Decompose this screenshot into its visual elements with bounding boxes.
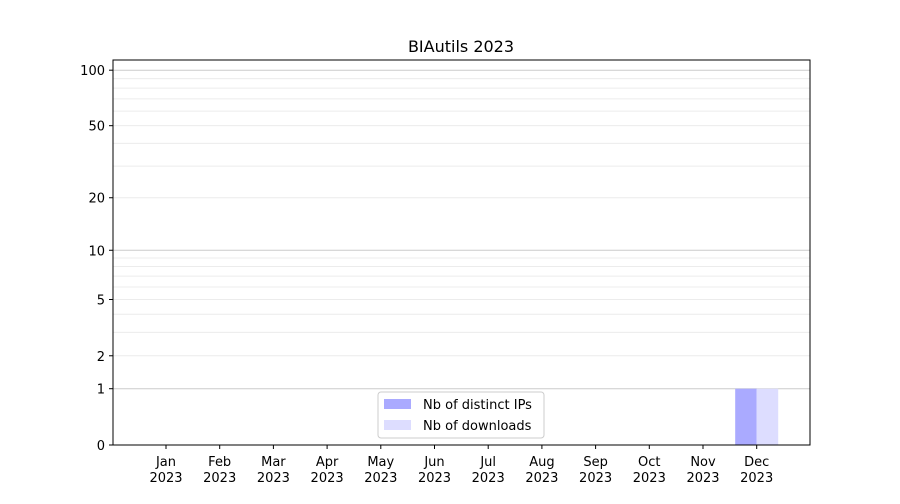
y-tick-label: 50 — [88, 120, 105, 135]
x-tick-label: 2023 — [525, 471, 558, 486]
legend — [377, 391, 545, 439]
legend-label: Nb of downloads — [423, 419, 532, 434]
x-tick-label: 2023 — [579, 471, 612, 486]
x-tick-label: Jul — [479, 455, 496, 470]
y-tick-label: 5 — [97, 293, 105, 308]
x-tick-label: Jan — [155, 455, 176, 470]
bar — [756, 388, 779, 445]
x-tick-label: 2023 — [472, 471, 505, 486]
x-tick-label: Feb — [208, 455, 231, 470]
x-tick-label: Mar — [261, 455, 286, 470]
legend-swatch — [384, 420, 411, 430]
x-tick-label: Apr — [316, 455, 339, 470]
x-tick-label: Aug — [529, 455, 554, 470]
x-tick-label: 2023 — [257, 471, 290, 486]
y-tick-label: 1 — [97, 383, 105, 398]
bar — [735, 388, 757, 445]
y-tick-label: 0 — [97, 439, 105, 454]
legend-swatch — [384, 399, 411, 409]
y-tick-label: 100 — [80, 64, 105, 79]
x-tick-label: 2023 — [686, 471, 719, 486]
x-tick-label: 2023 — [364, 471, 397, 486]
x-tick-label: 2023 — [633, 471, 666, 486]
chart-title: BIAutils 2023 — [408, 37, 514, 56]
x-tick-label: Nov — [690, 455, 716, 470]
x-tick-label: 2023 — [740, 471, 773, 486]
x-tick-label: Sep — [583, 455, 608, 470]
legend-label: Nb of distinct IPs — [423, 398, 532, 413]
x-tick-label: 2023 — [311, 471, 344, 486]
plot-frame — [112, 59, 811, 446]
y-tick-label: 2 — [97, 350, 105, 365]
x-tick-label: 2023 — [203, 471, 236, 486]
x-tick-label: Dec — [744, 455, 769, 470]
x-tick-label: 2023 — [149, 471, 182, 486]
x-tick-label: Oct — [638, 455, 660, 470]
y-tick-label: 10 — [88, 244, 105, 259]
x-tick-label: 2023 — [418, 471, 451, 486]
x-tick-label: Jun — [423, 455, 444, 470]
x-tick-label: May — [367, 455, 394, 470]
y-tick-label: 20 — [88, 192, 105, 207]
